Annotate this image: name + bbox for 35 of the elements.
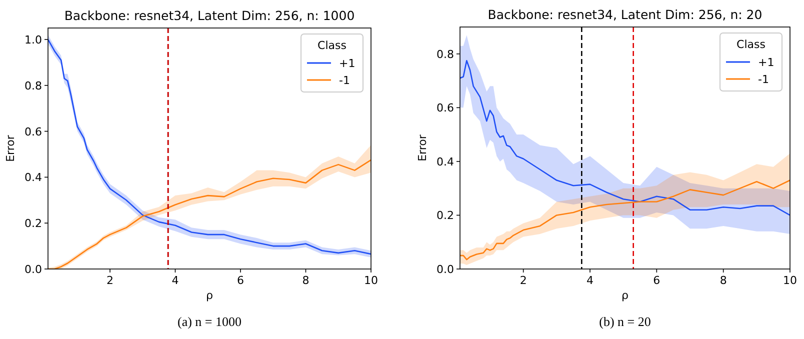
legend-label: +1 bbox=[339, 57, 356, 70]
x-axis-title: ρ bbox=[622, 289, 629, 302]
y-tick-label: 0.4 bbox=[436, 155, 454, 168]
y-tick-label: 0.4 bbox=[24, 171, 42, 184]
y-tick-label: 0.8 bbox=[436, 48, 454, 61]
legend-title: Class bbox=[318, 39, 347, 52]
text: (a) n = 1000 bbox=[177, 314, 242, 329]
chart-title: Backbone: resnet34, Latent Dim: 256, n: 20 bbox=[488, 7, 762, 22]
legend-title: Class bbox=[736, 38, 766, 51]
y-tick-label: 0.2 bbox=[24, 217, 42, 230]
y-axis-title: Error bbox=[416, 134, 429, 162]
y-tick-label: 0.8 bbox=[24, 79, 42, 92]
x-tick-label: 8 bbox=[302, 274, 310, 287]
y-axis-title: Error bbox=[4, 134, 17, 162]
x-tick-label: 6 bbox=[653, 274, 660, 287]
x-tick-label: 2 bbox=[106, 274, 114, 287]
y-tick-label: 0.0 bbox=[24, 263, 42, 276]
x-tick-label: 10 bbox=[783, 274, 797, 287]
legend-label: +1 bbox=[758, 56, 774, 69]
legend-label: -1 bbox=[758, 73, 769, 86]
x-tick-label: 2 bbox=[520, 274, 527, 287]
chart-title: Backbone: resnet34, Latent Dim: 256, n: 1000 bbox=[64, 8, 355, 23]
y-tick-label: 0.2 bbox=[436, 209, 454, 222]
x-tick-label: 4 bbox=[172, 274, 179, 287]
y-tick-label: 1.0 bbox=[24, 33, 42, 46]
y-tick-label: 0.0 bbox=[436, 263, 454, 276]
x-tick-label: 10 bbox=[364, 274, 378, 287]
text: (b) n = 20 bbox=[599, 314, 651, 329]
x-tick-label: 4 bbox=[586, 274, 594, 287]
y-tick-label: 0.6 bbox=[24, 125, 42, 138]
x-tick-label: 8 bbox=[720, 274, 727, 287]
x-tick-label: 6 bbox=[236, 274, 244, 287]
y-tick-label: 0.6 bbox=[436, 102, 454, 115]
x-axis-title: ρ bbox=[206, 289, 214, 302]
legend-label: -1 bbox=[339, 74, 350, 87]
